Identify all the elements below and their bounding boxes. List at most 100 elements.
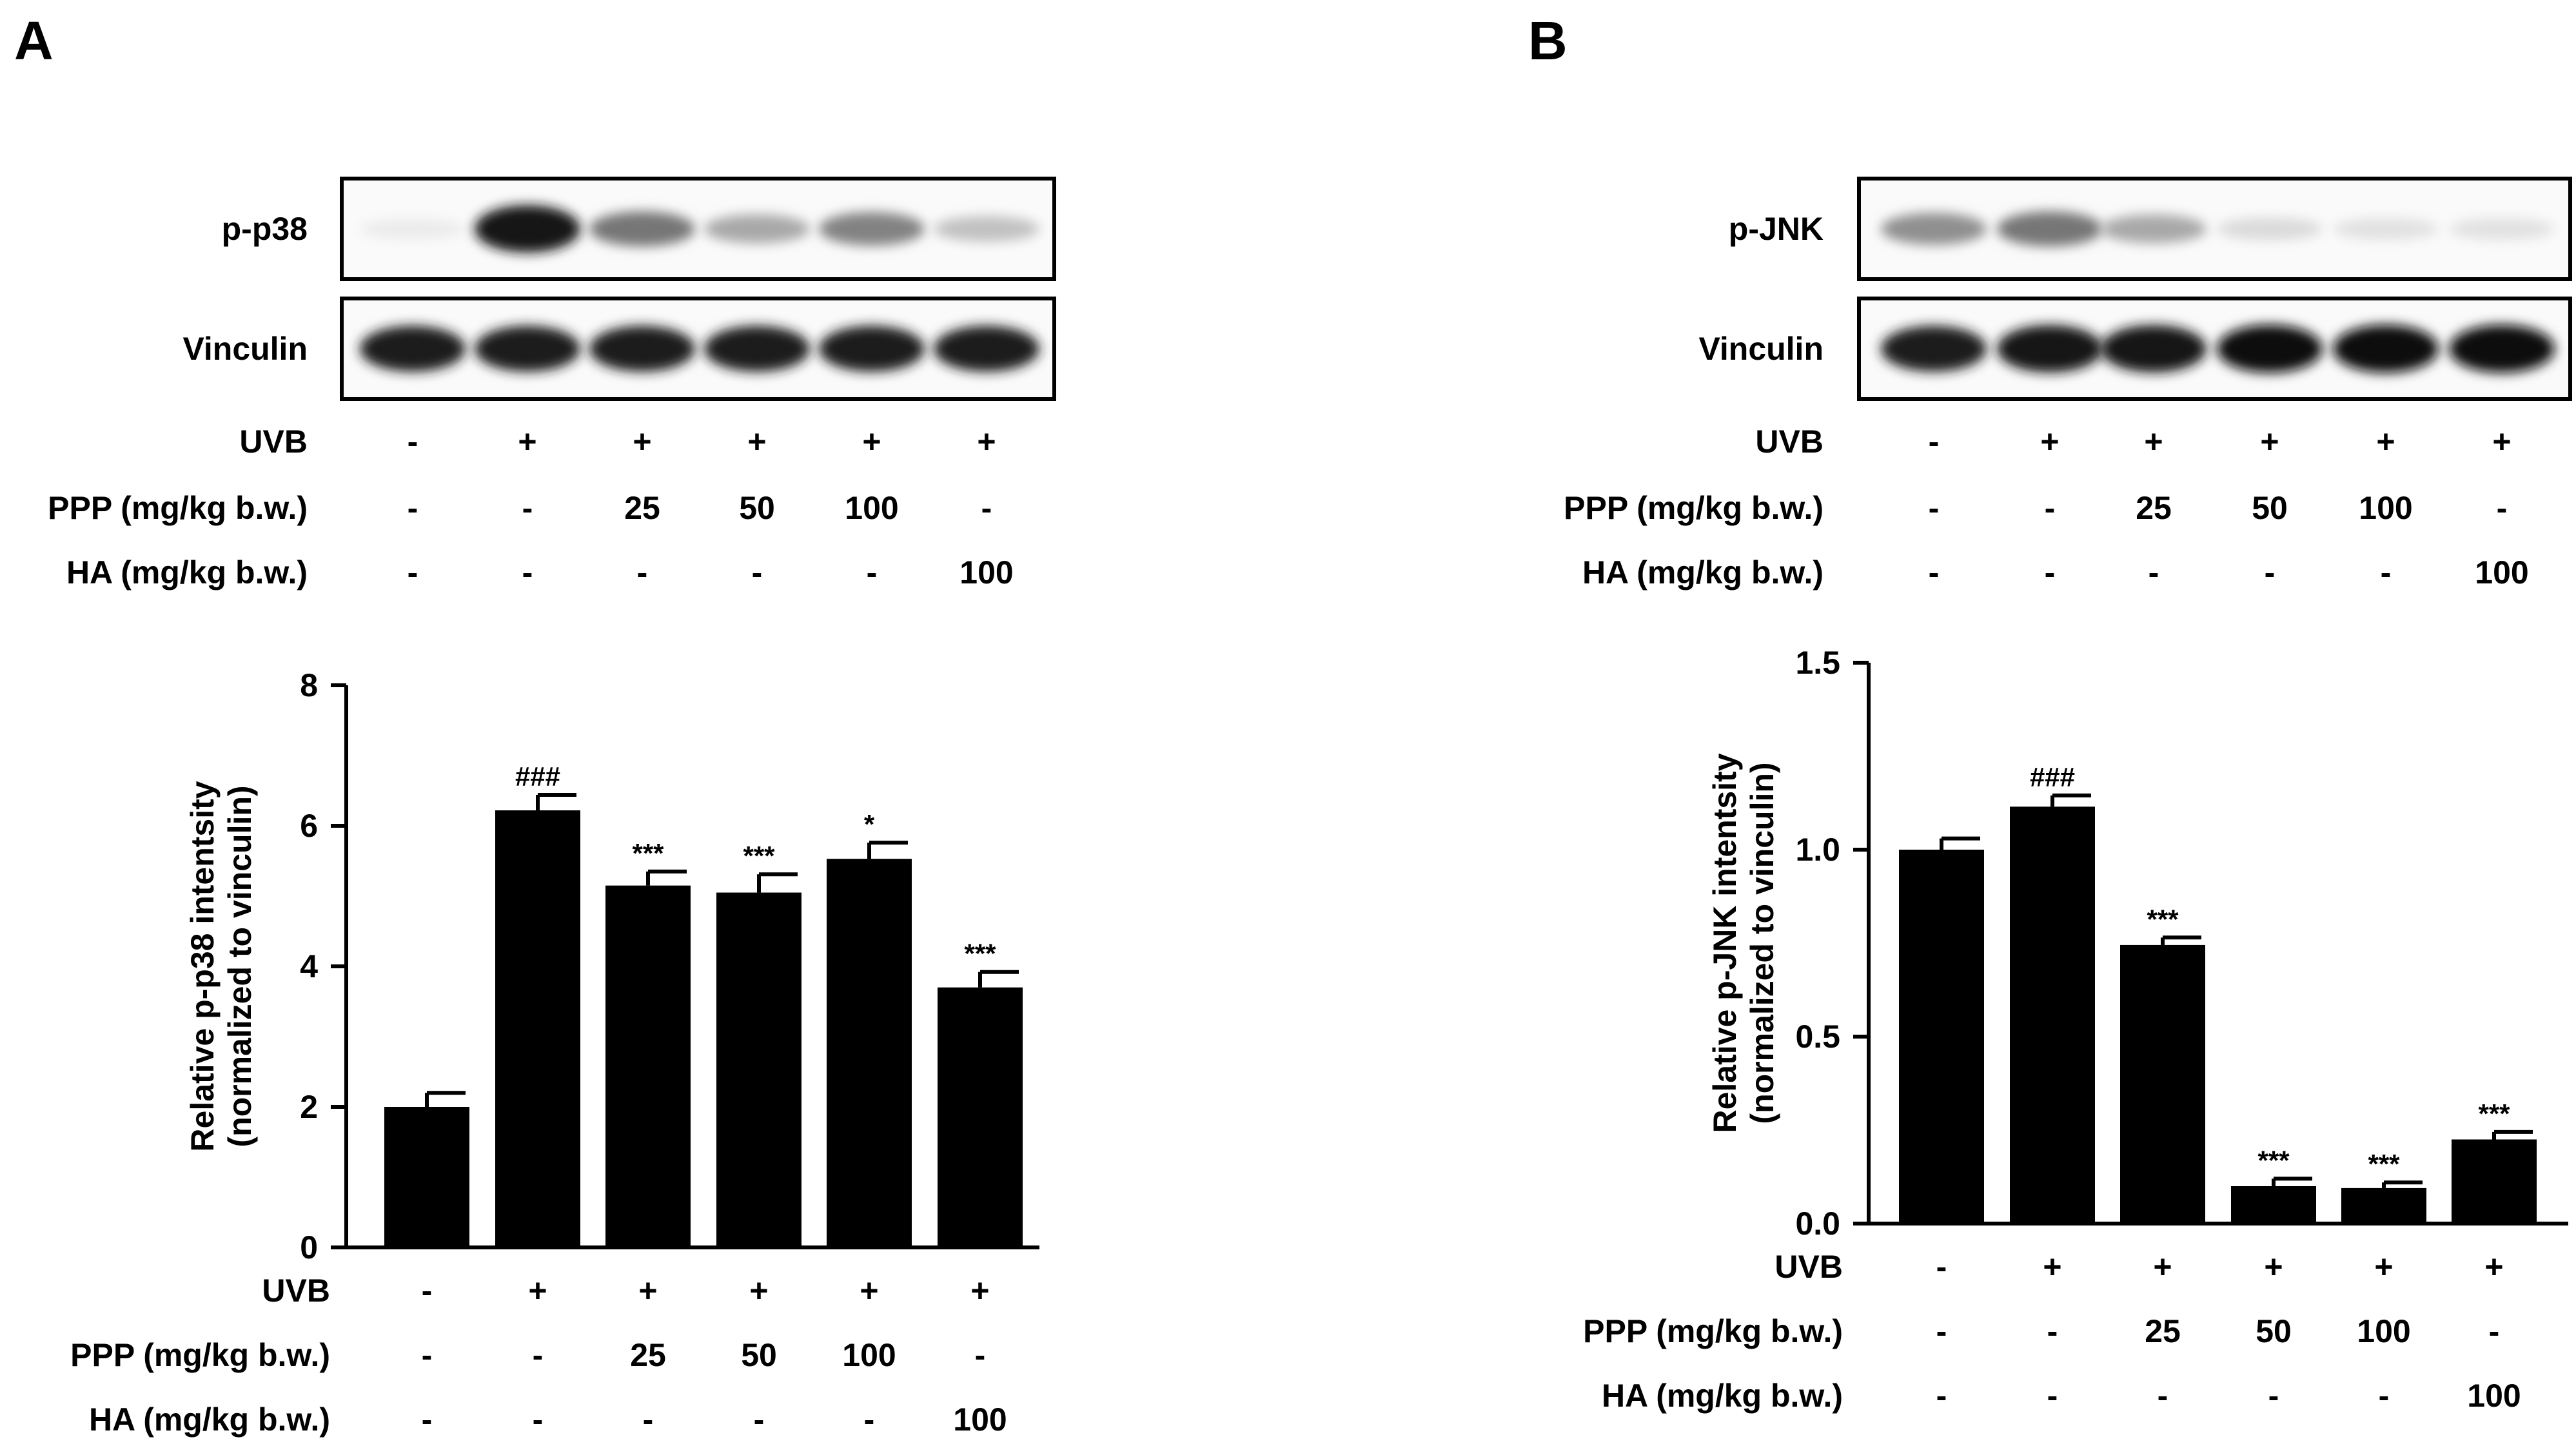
blot-band xyxy=(2449,218,2555,240)
chart-condition-value: + xyxy=(2043,1249,2061,1285)
blot-band xyxy=(1881,326,1987,372)
chart-condition-value: - xyxy=(2047,1378,2058,1414)
bar xyxy=(827,859,912,1247)
bar-chart: 0 2 4 6 8 Relative p-p38 intentsity (normalize… xyxy=(184,667,1039,1265)
condition-value: - xyxy=(1929,490,1940,526)
chart-condition-value: - xyxy=(975,1337,986,1373)
condition-value: - xyxy=(522,490,533,526)
condition-value: - xyxy=(637,554,648,591)
chart-condition-value: + xyxy=(2374,1249,2393,1285)
chart-condition-value: - xyxy=(422,1337,433,1373)
condition-value: + xyxy=(2040,424,2059,460)
blot-band xyxy=(2101,214,2207,244)
condition-value: + xyxy=(633,424,651,460)
chart-condition-value: + xyxy=(2264,1249,2283,1285)
condition-value: 100 xyxy=(845,490,898,526)
condition-value: 25 xyxy=(2136,490,2172,526)
panel-a: A p-p38 Vinculin UVB - + + + + + PPP (mg/kg b.w.)… xyxy=(14,10,1056,1438)
y-tick-label: 1.0 xyxy=(1795,832,1840,868)
condition-label: PPP (mg/kg b.w.) xyxy=(1564,490,1824,526)
condition-value: - xyxy=(1929,554,1940,591)
chart-condition-value: + xyxy=(970,1273,989,1309)
significance-mark: *** xyxy=(632,838,664,868)
significance-mark: *** xyxy=(2478,1099,2510,1129)
chart-condition-value: + xyxy=(2153,1249,2172,1285)
chart-condition-value: - xyxy=(2158,1378,2168,1414)
condition-value: - xyxy=(2381,554,2392,591)
blot-band xyxy=(475,326,580,372)
condition-value: - xyxy=(408,490,418,526)
condition-value: - xyxy=(2148,554,2159,591)
chart-condition-value: - xyxy=(754,1401,765,1438)
y-axis-title-line1: Relative p-p38 intentsity xyxy=(184,781,221,1151)
chart-condition-label: PPP (mg/kg b.w.) xyxy=(70,1337,330,1373)
bar xyxy=(384,1107,469,1247)
panel-b: B p-JNK Vinculin UVB - + + + + + PPP (mg/kg b.w.)… xyxy=(1288,0,2576,1455)
significance-mark: * xyxy=(864,809,875,839)
blot-0: p-JNK xyxy=(1729,177,2572,281)
blot-band xyxy=(1881,213,1987,245)
condition-value: + xyxy=(2144,424,2163,460)
chart-condition-value: + xyxy=(2484,1249,2503,1285)
blot-band xyxy=(934,326,1039,372)
chart-condition-value: - xyxy=(2489,1313,2500,1349)
condition-value: - xyxy=(752,554,763,591)
condition-value: 50 xyxy=(2252,490,2288,526)
chart-condition-value: 25 xyxy=(630,1337,666,1373)
bar xyxy=(938,987,1023,1247)
chart-condition-value: - xyxy=(1936,1313,1947,1349)
blot-band xyxy=(1997,211,2103,247)
panel-label-b: B xyxy=(1528,10,1568,71)
chart-condition-value: - xyxy=(422,1273,433,1309)
condition-value: + xyxy=(2492,424,2511,460)
condition-value: + xyxy=(518,424,536,460)
condition-value: - xyxy=(408,424,418,460)
blot-band xyxy=(2217,324,2323,373)
condition-value: - xyxy=(2497,490,2508,526)
condition-label: HA (mg/kg b.w.) xyxy=(1582,554,1824,591)
blot-band xyxy=(475,205,580,253)
panel-a-figure: A p-p38 Vinculin UVB - + + + + + PPP (mg/kg b.w.)… xyxy=(14,10,1056,1438)
panel-b-figure: B p-JNK Vinculin UVB - + + + + + PPP (mg/kg b.w.)… xyxy=(1528,10,2572,1414)
blot-band xyxy=(589,211,695,247)
y-tick-label: 6 xyxy=(300,808,318,844)
bar xyxy=(2010,806,2095,1224)
condition-value: + xyxy=(747,424,766,460)
blot-band xyxy=(704,326,810,372)
condition-value: + xyxy=(2376,424,2395,460)
significance-mark: *** xyxy=(964,939,996,969)
condition-label: UVB xyxy=(239,424,308,460)
significance-mark: ### xyxy=(2030,762,2075,792)
condition-value: - xyxy=(867,554,878,591)
condition-value: - xyxy=(981,490,992,526)
blot-band xyxy=(2217,217,2323,240)
chart-condition-value: - xyxy=(1936,1378,1947,1414)
blot-band xyxy=(2333,324,2439,373)
chart-condition-value: + xyxy=(638,1273,657,1309)
panel-label-a: A xyxy=(14,10,54,71)
condition-value: - xyxy=(522,554,533,591)
blot-band xyxy=(819,212,925,246)
chart-condition-value: + xyxy=(860,1273,878,1309)
y-tick-label: 0 xyxy=(300,1229,318,1265)
bar xyxy=(2120,944,2205,1224)
chart-condition-value: - xyxy=(1936,1249,1947,1285)
bar xyxy=(2452,1139,2537,1224)
blot-band xyxy=(2449,324,2555,373)
blot-band xyxy=(2101,325,2207,373)
y-tick-label: 0.0 xyxy=(1795,1206,1840,1242)
blot-band xyxy=(704,214,810,244)
blot-1: Vinculin xyxy=(1698,297,2572,401)
chart-condition-label: HA (mg/kg b.w.) xyxy=(89,1401,330,1438)
blot-band xyxy=(934,216,1039,242)
blot-band xyxy=(819,326,925,372)
blot-1: Vinculin xyxy=(182,297,1056,401)
condition-value: - xyxy=(2045,490,2056,526)
condition-value: + xyxy=(977,424,996,460)
chart-condition-value: 100 xyxy=(2357,1313,2410,1349)
chart-condition-value: 50 xyxy=(741,1337,777,1373)
chart-condition-value: - xyxy=(2268,1378,2279,1414)
chart-condition-value: 100 xyxy=(953,1401,1007,1438)
significance-mark: ### xyxy=(515,761,560,792)
chart-condition-value: - xyxy=(864,1401,875,1438)
